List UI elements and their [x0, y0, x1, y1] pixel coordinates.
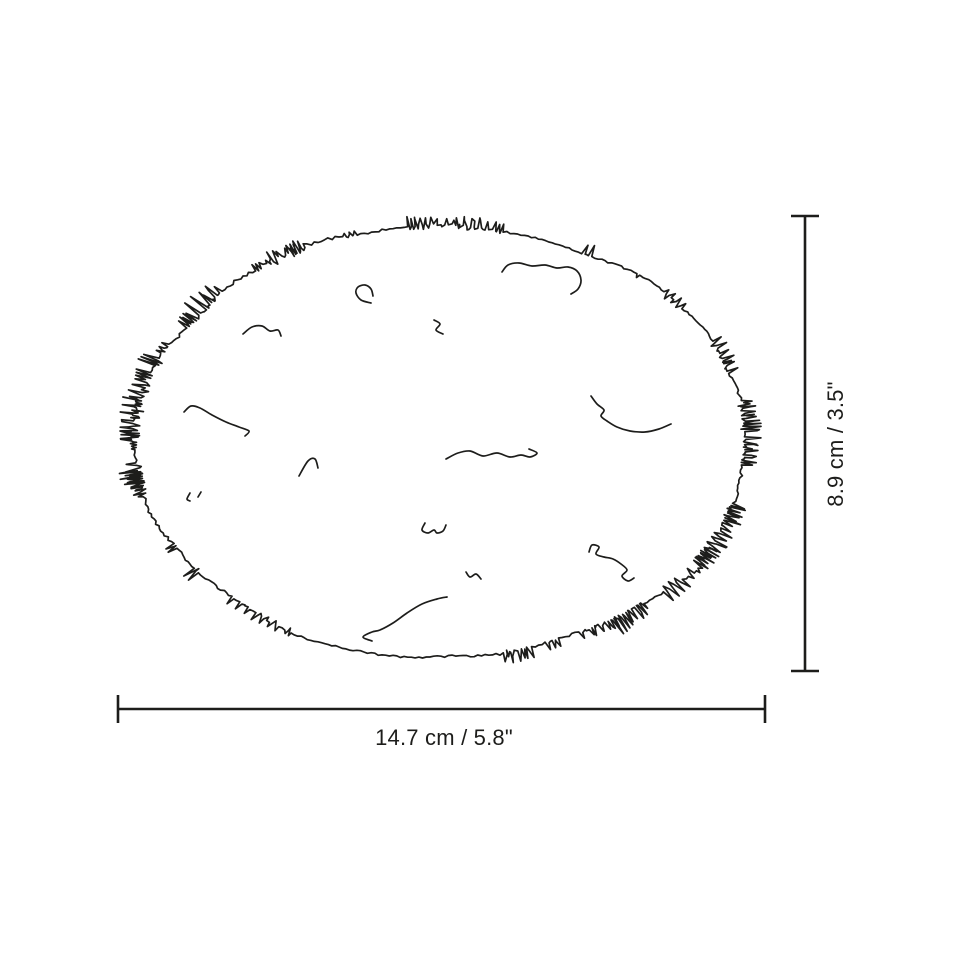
fur-detail-stroke: [362, 596, 448, 642]
width-dimension-line: [116, 695, 767, 723]
height-dimension-line: [791, 214, 819, 673]
fur-detail-stroke: [590, 395, 672, 433]
fur-detail-stroke: [501, 262, 582, 295]
fur-detail-stroke: [183, 404, 250, 437]
fur-detail-stroke: [588, 543, 635, 582]
width-dimension-label: 14.7 cm / 5.8": [375, 725, 513, 750]
fur-detail-stroke: [355, 284, 374, 304]
fur-detail-stroke: [242, 324, 282, 337]
fur-detail-stroke: [186, 492, 191, 502]
fur-detail-stroke: [433, 319, 444, 335]
fur-detail-stroke: [421, 522, 447, 534]
fur-detail-stroke: [465, 571, 482, 580]
fur-detail-stroke: [298, 457, 319, 477]
fur-detail-stroke: [445, 448, 538, 460]
fluffy-object-outline: [118, 215, 762, 664]
height-dimension-label: 8.9 cm / 3.5": [823, 381, 848, 507]
fur-detail-stroke: [197, 491, 202, 498]
fur-detail-strokes: [183, 262, 672, 642]
